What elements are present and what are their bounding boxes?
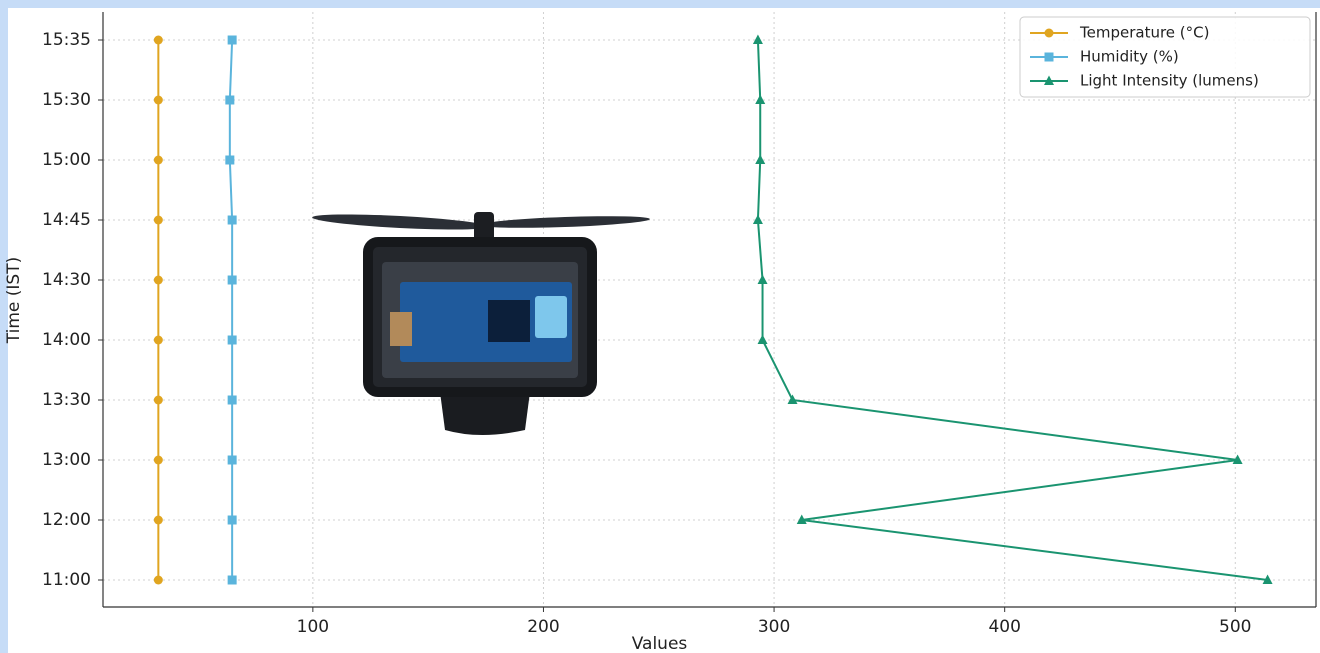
- data-point: [154, 156, 163, 165]
- y-tick-label: 15:30: [42, 90, 91, 110]
- data-point: [154, 96, 163, 105]
- x-tick-label: 400: [988, 617, 1020, 637]
- data-point: [154, 336, 163, 345]
- y-axis-label: Time (IST): [4, 257, 24, 344]
- legend-label: Temperature (°C): [1079, 24, 1209, 42]
- y-tick-label: 15:35: [42, 30, 91, 50]
- data-point: [154, 456, 163, 465]
- data-point: [228, 336, 237, 345]
- data-point: [154, 36, 163, 45]
- data-point: [1045, 29, 1054, 38]
- data-point: [225, 96, 234, 105]
- x-tick-label: 300: [758, 617, 790, 637]
- y-tick-label: 13:30: [42, 390, 91, 410]
- data-point: [228, 516, 237, 525]
- y-tick-label: 14:45: [42, 210, 91, 230]
- data-point: [154, 276, 163, 285]
- legend: Temperature (°C) Humidity (%) Light Intens…: [1020, 17, 1310, 97]
- y-tick-label: 13:00: [42, 450, 91, 470]
- data-point: [228, 36, 237, 45]
- x-tick-label: 100: [297, 617, 329, 637]
- y-tick-label: 15:00: [42, 150, 91, 170]
- data-point: [154, 216, 163, 225]
- y-tick-label: 11:00: [42, 570, 91, 590]
- legend-label: Humidity (%): [1080, 48, 1179, 66]
- x-axis-label: Values: [632, 634, 688, 653]
- data-point: [154, 576, 163, 585]
- y-tick-label: 12:00: [42, 510, 91, 530]
- data-point: [228, 396, 237, 405]
- x-tick-label: 500: [1219, 617, 1251, 637]
- x-tick-label: 200: [527, 617, 559, 637]
- data-point: [228, 216, 237, 225]
- data-point: [154, 396, 163, 405]
- legend-label: Light Intensity (lumens): [1080, 72, 1259, 90]
- data-point: [228, 276, 237, 285]
- chart-background: [8, 8, 1320, 653]
- data-point: [228, 456, 237, 465]
- chart: 100 200 300 400 500 11:00 12:00 13:00 13:30 14:00…: [0, 0, 1320, 653]
- data-point: [1045, 53, 1054, 62]
- y-tick-label: 14:30: [42, 270, 91, 290]
- data-point: [154, 516, 163, 525]
- data-point: [225, 156, 234, 165]
- y-tick-label: 14:00: [42, 330, 91, 350]
- data-point: [228, 576, 237, 585]
